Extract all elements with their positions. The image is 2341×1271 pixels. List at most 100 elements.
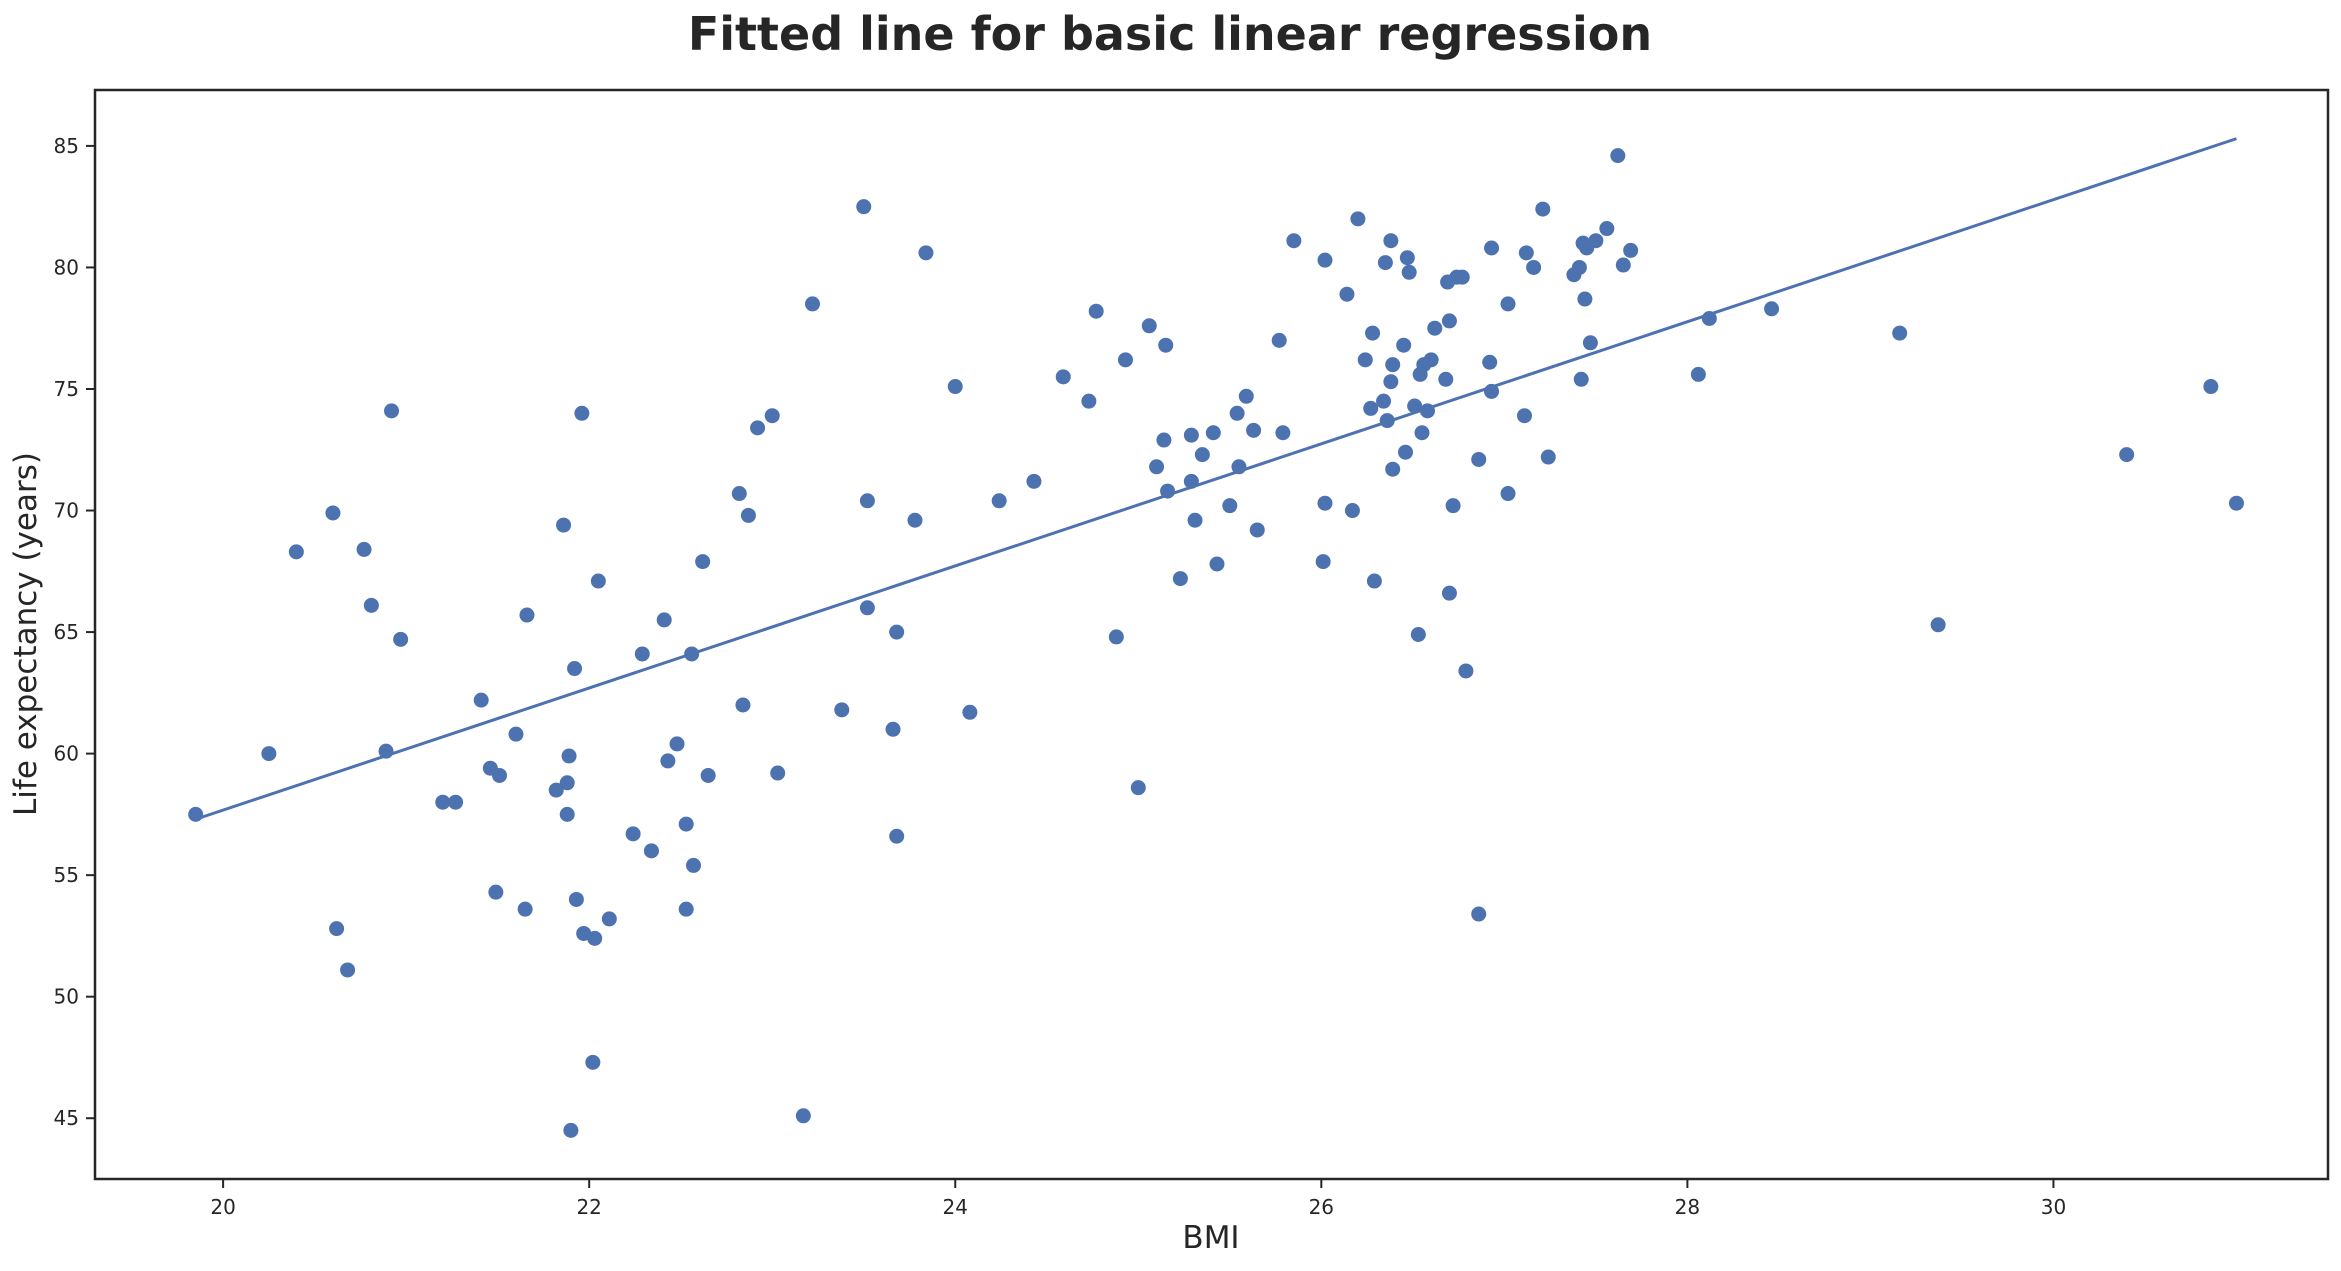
data-point <box>885 721 901 737</box>
data-point <box>1445 498 1461 514</box>
data-point <box>435 794 451 810</box>
x-axis-ticks: 20 22 24 26 28 30 <box>210 1179 2066 1219</box>
data-point <box>1149 459 1165 475</box>
data-point <box>1701 310 1717 326</box>
y-tick-label: 65 <box>54 620 79 644</box>
data-point <box>1231 459 1247 475</box>
data-point <box>1458 663 1474 679</box>
data-point <box>561 748 577 764</box>
x-tick-label: 24 <box>943 1195 968 1219</box>
data-point <box>1615 257 1631 273</box>
data-point <box>1357 352 1373 368</box>
data-point <box>1365 325 1381 341</box>
x-tick-label: 30 <box>2041 1195 2066 1219</box>
fit-line <box>195 137 2237 821</box>
data-point <box>889 828 905 844</box>
y-tick-label: 50 <box>54 985 79 1009</box>
data-point <box>1471 451 1487 467</box>
data-point <box>556 517 572 533</box>
data-point <box>1187 512 1203 528</box>
data-point <box>559 775 575 791</box>
data-point <box>1454 269 1470 285</box>
data-point <box>1377 255 1393 271</box>
data-point <box>356 541 372 557</box>
data-point <box>1363 400 1379 416</box>
data-point <box>1535 201 1551 217</box>
data-point <box>1141 318 1157 334</box>
data-point <box>563 1122 579 1138</box>
data-point <box>1471 906 1487 922</box>
data-point <box>601 911 617 927</box>
data-point <box>1582 335 1598 351</box>
data-point <box>1518 245 1534 261</box>
data-point <box>188 806 204 822</box>
data-point <box>859 600 875 616</box>
data-point <box>1183 473 1199 489</box>
data-point <box>1526 259 1542 275</box>
data-point <box>1366 573 1382 589</box>
data-point <box>1484 383 1500 399</box>
data-point <box>962 704 978 720</box>
data-point <box>1317 252 1333 268</box>
data-point <box>473 692 489 708</box>
data-point <box>587 930 603 946</box>
data-point <box>625 826 641 842</box>
data-point <box>1158 337 1174 353</box>
data-point <box>363 597 379 613</box>
data-point <box>750 420 766 436</box>
y-axis-ticks: 45 50 55 60 65 70 75 80 85 <box>54 134 95 1130</box>
y-tick-label: 80 <box>54 255 79 279</box>
data-point <box>770 765 786 781</box>
data-point <box>1930 617 1946 633</box>
data-point <box>1271 332 1287 348</box>
data-point <box>1577 291 1593 307</box>
plot-frame <box>93 88 2330 1181</box>
data-point <box>1183 427 1199 443</box>
data-point <box>590 573 606 589</box>
data-point <box>393 631 409 647</box>
data-point <box>1438 371 1454 387</box>
data-point <box>834 702 850 718</box>
data-point <box>1396 337 1412 353</box>
data-point <box>991 493 1007 509</box>
data-point <box>329 921 345 937</box>
data-point <box>548 782 564 798</box>
data-point <box>1419 403 1435 419</box>
data-point <box>1209 556 1225 572</box>
data-point <box>764 408 780 424</box>
data-point <box>695 554 711 570</box>
data-point <box>1222 498 1238 514</box>
data-point <box>288 544 304 560</box>
data-point <box>1892 325 1908 341</box>
data-point <box>740 507 756 523</box>
data-point <box>340 962 356 978</box>
data-point <box>1414 425 1430 441</box>
data-point <box>1172 571 1188 587</box>
data-point <box>1516 408 1532 424</box>
data-point <box>1427 320 1443 336</box>
data-point <box>678 901 694 917</box>
data-point <box>1081 393 1097 409</box>
x-axis-label: BMI <box>1182 1220 1239 1256</box>
data-point <box>1399 250 1415 266</box>
data-point <box>1238 388 1254 404</box>
data-point <box>1379 413 1395 429</box>
data-point <box>1317 495 1333 511</box>
data-point <box>1383 374 1399 390</box>
data-point <box>1130 780 1146 796</box>
data-point <box>1764 301 1780 317</box>
y-axis-label: Life expectancy (years) <box>8 452 44 816</box>
data-point <box>686 857 702 873</box>
data-point <box>574 405 590 421</box>
data-point <box>378 743 394 759</box>
y-tick-label: 70 <box>54 499 79 523</box>
data-point <box>669 736 685 752</box>
data-point <box>1441 313 1457 329</box>
data-point <box>567 661 583 677</box>
x-tick-label: 28 <box>1675 1195 1700 1219</box>
data-point <box>448 794 464 810</box>
x-tick-label: 26 <box>1309 1195 1334 1219</box>
data-point <box>1398 444 1414 460</box>
